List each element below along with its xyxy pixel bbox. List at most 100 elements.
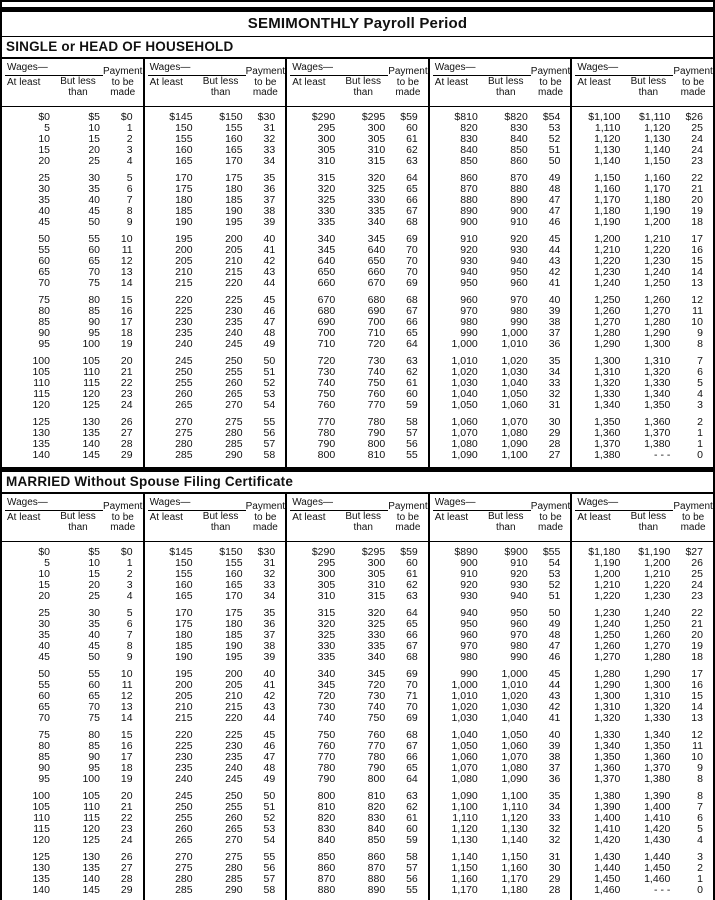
payment-value: 51 xyxy=(263,366,276,378)
table-row: 1,300 1,310 15 xyxy=(572,691,713,702)
at-least-value: 1,200 xyxy=(594,233,621,245)
table-row: 25 30 5 xyxy=(2,173,143,184)
but-less-than-value: 1,060 xyxy=(501,740,528,752)
but-less-than-value: 200 xyxy=(225,233,243,245)
table-row: 100 105 20 xyxy=(2,791,143,802)
table-row: 930 940 43 xyxy=(430,256,571,267)
wages-label: Wages— xyxy=(5,497,103,511)
at-least-value: 210 xyxy=(175,266,193,278)
at-least-value: 35 xyxy=(38,629,50,641)
at-least-value: 90 xyxy=(38,762,50,774)
payment-value: 53 xyxy=(548,568,561,580)
at-least-value: 335 xyxy=(317,651,336,663)
table-row: 1,000 1,010 36 xyxy=(430,339,571,350)
payment-value: 20 xyxy=(691,194,703,206)
payment-value: 14 xyxy=(120,712,133,724)
payment-value: 32 xyxy=(548,388,561,400)
but-less-than-value: 1,450 xyxy=(644,862,671,874)
row-block: 1,330 1,340 12 1,340 1,350 11 1,350 1,360 10 1,36… xyxy=(572,730,713,785)
payment-value: 1 xyxy=(697,427,703,439)
table-row: 1,180 1,190 19 xyxy=(572,206,713,217)
payment-value: 30 xyxy=(548,416,561,428)
table-row: 315 320 64 xyxy=(287,173,428,184)
at-least-value: 330 xyxy=(317,205,336,217)
payment-value: 16 xyxy=(120,305,133,317)
payment-value: 50 xyxy=(548,607,561,619)
at-least-value: $1,100 xyxy=(588,111,621,123)
table-row: 305 310 62 xyxy=(287,145,428,156)
table-row: 115 120 23 xyxy=(2,389,143,400)
at-least-value: 1,090 xyxy=(451,790,478,802)
but-less-than-value: 340 xyxy=(367,651,386,663)
at-least-value: 250 xyxy=(175,801,193,813)
payment-value: 36 xyxy=(263,618,276,630)
at-least-value: 1,060 xyxy=(451,416,478,428)
payment-value: 67 xyxy=(406,205,418,217)
table-row: 720 730 63 xyxy=(287,356,428,367)
but-less-than-value: $900 xyxy=(504,546,528,558)
at-least-value: 1,360 xyxy=(594,762,621,774)
table-row: 280 285 57 xyxy=(145,874,286,885)
payment-value: 19 xyxy=(691,640,703,652)
payment-value: 21 xyxy=(691,618,703,630)
table-row: 710 720 64 xyxy=(287,339,428,350)
at-least-value: 245 xyxy=(175,790,193,802)
table-row: 320 325 65 xyxy=(287,619,428,630)
wage-bracket-column-group: Wages— At least But less than Payment to be… xyxy=(287,494,430,900)
table-row: 830 840 60 xyxy=(287,824,428,835)
at-least-value: 990 xyxy=(460,327,478,339)
but-less-than-value: 105 xyxy=(82,790,100,802)
but-less-than-value: 1,320 xyxy=(644,366,671,378)
table-row: 215 220 44 xyxy=(145,713,286,724)
but-less-than-value: 1,260 xyxy=(644,294,671,306)
section-married: MARRIED Without Spouse Filing Certificat… xyxy=(2,472,713,900)
at-least-value: 305 xyxy=(317,579,336,591)
but-less-than-value: 670 xyxy=(367,277,386,289)
row-block: 315 320 64 320 325 65 325 330 66 330 335 67 335 340 68 xyxy=(287,608,428,663)
table-row: 1,350 1,360 10 xyxy=(572,752,713,763)
table-row: 1,320 1,330 13 xyxy=(572,713,713,724)
payment-value: 35 xyxy=(263,607,276,619)
but-less-than-value: 30 xyxy=(88,607,100,619)
table-row: 335 340 68 xyxy=(287,217,428,228)
payment-value: 37 xyxy=(263,629,276,641)
table-row: 990 1,000 45 xyxy=(430,669,571,680)
section-heading-married: MARRIED Without Spouse Filing Certificat… xyxy=(2,472,713,494)
payment-value: 33 xyxy=(548,812,561,824)
payment-value: 1 xyxy=(126,557,133,569)
table-row: 1,190 1,200 18 xyxy=(572,217,713,228)
but-less-than-value: 1,280 xyxy=(644,316,671,328)
table-row: 970 980 47 xyxy=(430,641,571,652)
at-least-value: 1,270 xyxy=(594,316,621,328)
payment-value: 36 xyxy=(548,773,561,785)
table-row: 345 640 70 xyxy=(287,245,428,256)
table-row: 1,020 1,030 42 xyxy=(430,702,571,713)
payment-to-be-made-label: Payment to be made xyxy=(673,66,713,98)
at-least-label: At least xyxy=(149,77,183,88)
column-group-body: $0 $5 $0 5 10 1 10 15 2 15 20 3 20 25 4 25 30 5 30 35 6 35 40 7… xyxy=(2,542,143,900)
but-less-than-value: 125 xyxy=(82,834,100,846)
at-least-value: 780 xyxy=(317,762,336,774)
at-least-value: 1,290 xyxy=(594,338,621,350)
payment-value: 28 xyxy=(120,438,133,450)
table-row: 770 780 66 xyxy=(287,752,428,763)
table-row: 640 650 70 xyxy=(287,256,428,267)
payment-value: 48 xyxy=(548,183,561,195)
column-group-body: $890 $900 $55 900 910 54 910 920 53 920 930 52 930 94… xyxy=(430,542,571,900)
at-least-value: 1,160 xyxy=(594,183,621,195)
row-block: 340 345 69 345 640 70 640 650 70 650 660 70 660 670 69 xyxy=(287,234,428,289)
column-group-body: $290 $295 $59 295 300 60 300 305 61 305 310 62 310 31… xyxy=(287,542,428,900)
but-less-than-value: 320 xyxy=(367,607,386,619)
payment-value: 44 xyxy=(263,712,276,724)
but-less-than-value: 840 xyxy=(367,823,386,835)
table-row: 85 90 17 xyxy=(2,317,143,328)
row-block: 50 55 10 55 60 11 60 65 12 65 70 13 70 75 14 xyxy=(2,234,143,289)
row-block: 100 105 20 105 110 21 110 115 22 115 120 23 120 125 24 xyxy=(2,356,143,411)
at-least-value: 40 xyxy=(38,640,50,652)
payment-value: 0 xyxy=(697,449,703,461)
but-less-than-value: 20 xyxy=(88,144,100,156)
at-least-value: 1,250 xyxy=(594,629,621,641)
row-block: 1,140 1,150 31 1,150 1,160 30 1,160 1,170 29 1,17… xyxy=(430,852,571,896)
payment-value: 66 xyxy=(406,751,418,763)
but-less-than-value: 1,210 xyxy=(644,568,671,580)
